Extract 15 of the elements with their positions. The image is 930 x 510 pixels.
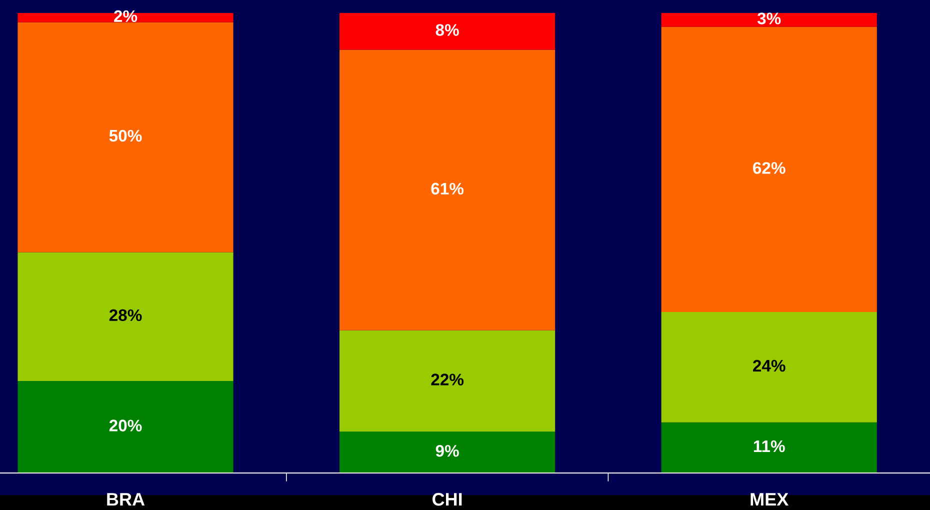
x-tick-label: BRA: [107, 493, 145, 506]
data-label: 11%: [754, 440, 785, 452]
x-tick-label: CHI: [432, 492, 462, 506]
data-label: 61%: [431, 182, 464, 195]
data-label: 3%: [757, 12, 781, 24]
data-label: 9%: [436, 444, 459, 457]
data-label: 20%: [109, 420, 142, 432]
data-label: 24%: [753, 360, 786, 372]
x-tick-label: MEX: [750, 493, 789, 506]
data-label: 22%: [431, 374, 464, 386]
data-label: 62%: [753, 162, 786, 174]
data-label: 2%: [114, 10, 138, 22]
data-label: 28%: [109, 309, 142, 322]
data-label: 8%: [436, 24, 459, 36]
data-label: 50%: [109, 130, 142, 142]
